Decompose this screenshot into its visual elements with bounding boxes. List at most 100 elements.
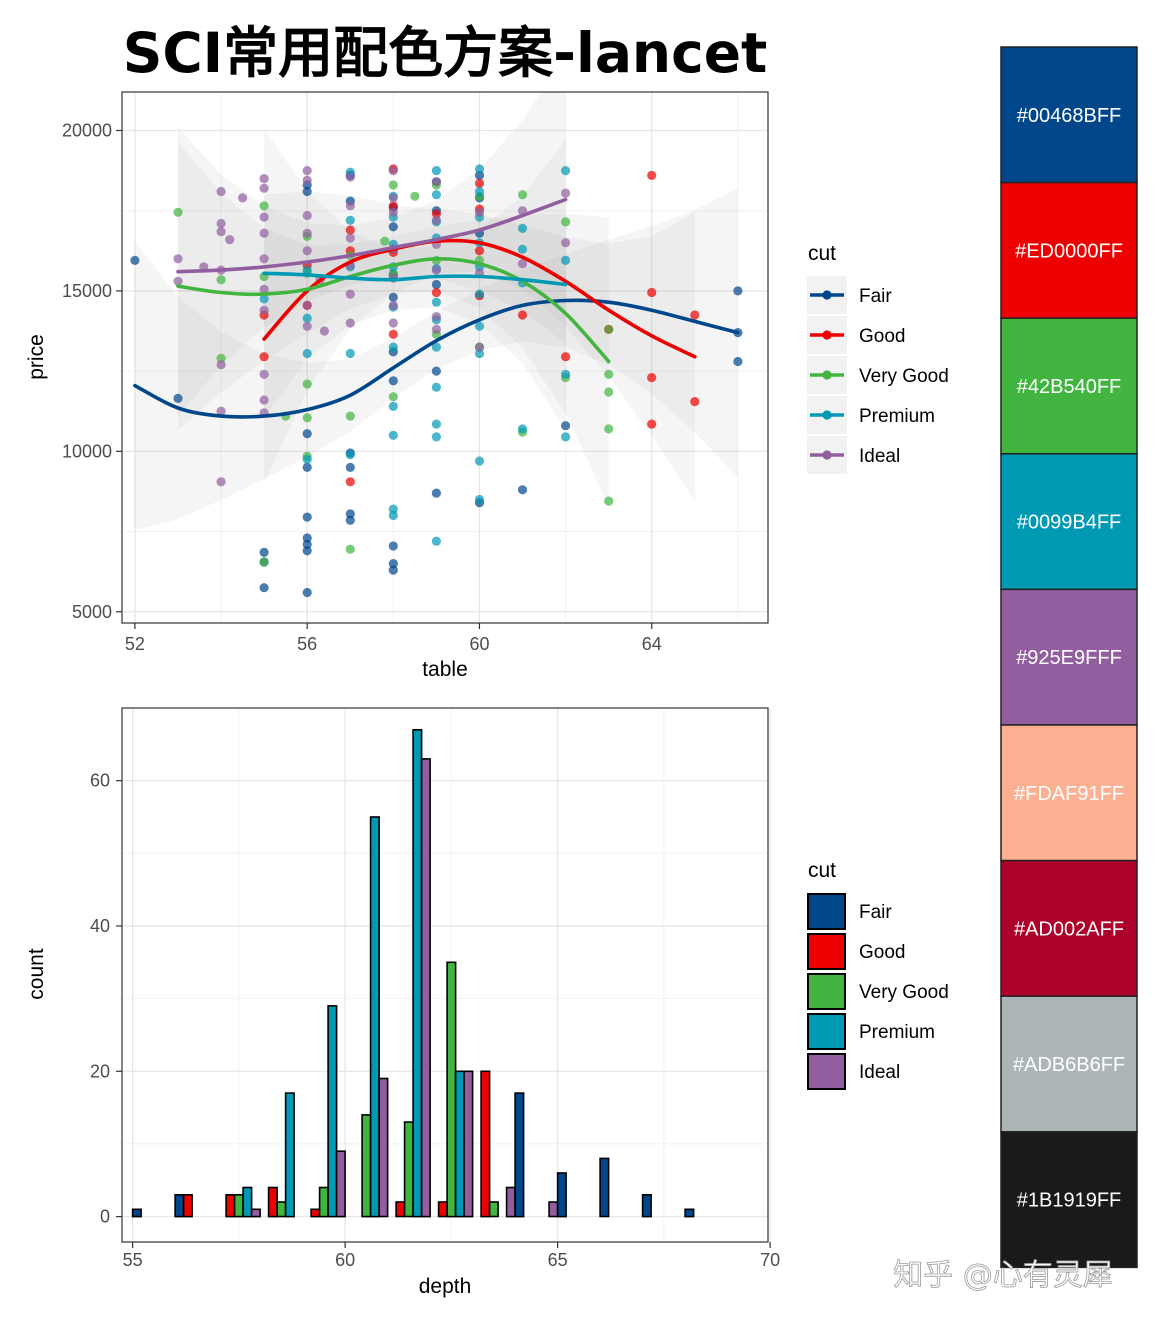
point-good [345, 225, 355, 235]
confidence-band-very-good [178, 141, 609, 506]
smooth-line-ideal [176, 197, 568, 274]
scatter-points [130, 164, 743, 598]
palette-swatch-label: #AD002AFF [1014, 918, 1124, 940]
histogram-axis-ticks: 55 60 65 70 0 20 40 60 [90, 771, 780, 1270]
bar-very-good [488, 1201, 499, 1218]
bar-premium [327, 1005, 338, 1218]
point-ideal [259, 228, 269, 238]
point-premium [302, 454, 312, 464]
bar-premium [412, 728, 423, 1218]
point-fair [517, 485, 528, 495]
point-premium [388, 430, 398, 440]
watermark-text: 知乎 @心有灵犀 [893, 1258, 1113, 1293]
palette-swatch [1000, 995, 1138, 1133]
point-ideal [388, 166, 398, 176]
histogram-chart: 55 60 65 70 0 20 40 60 depth count cut Fair Good… [25, 707, 949, 1298]
scatter-x-tick-label: 60 [469, 634, 489, 654]
point-premium [517, 223, 528, 233]
point-fair [345, 462, 355, 472]
histogram-y-tick-label: 0 [100, 1207, 110, 1227]
point-premium [517, 244, 528, 254]
confidence-band-fair [134, 188, 738, 531]
scatter-y-axis-label: price [25, 334, 48, 380]
point-very-good [388, 392, 398, 402]
point-ideal [238, 193, 248, 203]
histogram-x-axis-label: depth [419, 1275, 472, 1298]
point-ideal [302, 175, 312, 185]
bar-ideal [548, 1201, 559, 1218]
histogram-x-tick-label: 70 [760, 1250, 780, 1270]
point-premium [517, 424, 528, 434]
histogram-legend-label-very-good: Very Good [859, 982, 949, 1003]
point-premium [302, 265, 312, 275]
point-fair [388, 541, 398, 551]
point-ideal [302, 246, 312, 256]
point-premium [388, 342, 398, 352]
palette-swatch [1000, 1131, 1138, 1269]
bar-premium [284, 1092, 295, 1218]
point-good [388, 201, 398, 211]
point-ideal [345, 318, 355, 328]
histogram-legend-key-fair [807, 893, 846, 930]
point-ideal [388, 318, 398, 328]
point-very-good [604, 324, 614, 334]
bar-very-good [276, 1201, 287, 1218]
point-fair [302, 429, 312, 439]
point-premium [345, 215, 355, 225]
point-premium [302, 313, 312, 323]
point-good [561, 352, 571, 362]
bar-good [267, 1186, 278, 1218]
point-fair [431, 279, 441, 290]
point-fair [302, 533, 312, 543]
scatter-axis-ticks: 52 56 60 64 5000 10000 15000 20000 [62, 121, 662, 654]
point-fair [302, 512, 312, 522]
bar-very-good [446, 961, 457, 1218]
point-fair [388, 565, 398, 575]
bar-fair [131, 1208, 142, 1218]
scatter-x-tick-label: 52 [125, 634, 145, 654]
point-premium [259, 294, 269, 304]
point-premium [431, 342, 441, 352]
point-premium [431, 432, 441, 442]
palette-swatch [1000, 453, 1138, 591]
scatter-panel-background [122, 92, 768, 623]
bar-good [225, 1194, 236, 1218]
point-ideal [345, 233, 355, 243]
point-good [517, 310, 528, 320]
bar-premium [369, 816, 380, 1218]
point-ideal [431, 177, 441, 187]
point-premium [388, 504, 398, 514]
point-ideal [302, 321, 312, 331]
point-premium [345, 348, 355, 359]
point-good [647, 170, 657, 180]
point-premium [431, 190, 441, 200]
point-premium [561, 166, 571, 176]
bar-good [310, 1208, 321, 1218]
scatter-legend: cut Fair Good Very Good Premium Ideal [807, 242, 949, 474]
point-ideal [388, 193, 398, 203]
histogram-legend-key-ideal [807, 1053, 846, 1090]
point-ideal [302, 210, 312, 221]
histogram-legend-label-good: Good [859, 942, 905, 963]
point-ideal [225, 235, 235, 245]
palette-swatch-column: #00468BFF #ED0000FF #42B540FF #0099B4FF #925… [1000, 46, 1138, 1269]
point-fair [561, 421, 571, 431]
histogram-x-tick-label: 55 [123, 1250, 143, 1270]
point-very-good [259, 201, 269, 211]
smooth-line-good [262, 238, 697, 359]
palette-swatch-label: #925E9FFF [1016, 647, 1122, 669]
histogram-legend: cut Fair Good Very Good Premium Ideal [807, 859, 949, 1090]
bar-fair [514, 1092, 525, 1218]
point-ideal [259, 369, 269, 379]
point-fair [259, 547, 269, 558]
point-fair [302, 539, 312, 550]
point-ideal [216, 406, 226, 416]
histogram-x-tick-label: 65 [548, 1250, 568, 1270]
bar-very-good [361, 1114, 372, 1218]
point-ideal [561, 188, 571, 198]
scatter-legend-point-fair [822, 290, 832, 300]
point-good [690, 397, 700, 407]
point-ideal [388, 300, 398, 310]
point-fair [345, 509, 355, 519]
